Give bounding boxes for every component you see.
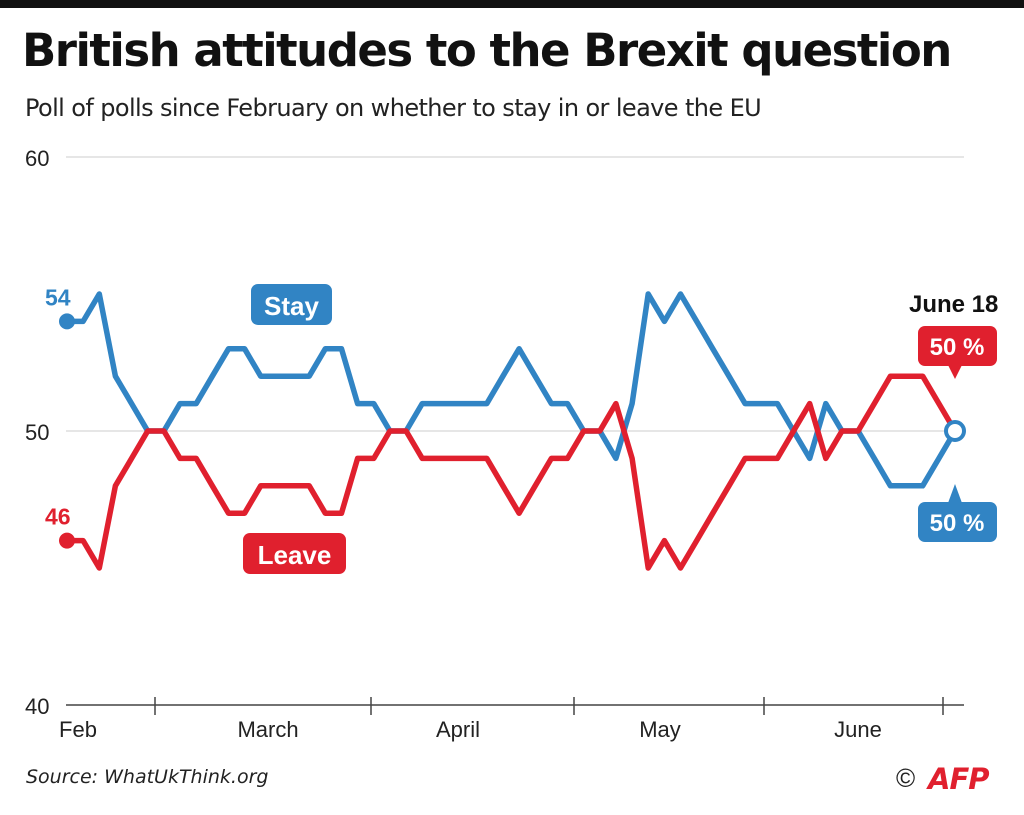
agency-logo: AFP [928, 762, 990, 796]
end-label-leave: 50 % [930, 334, 985, 361]
date-marker: June 18 [909, 291, 998, 318]
legend-stay-box [251, 284, 332, 325]
end-label-leave-box [918, 326, 997, 366]
end-label-stay: 50 % [930, 510, 985, 537]
source-note: Source: WhatUkThink.org [26, 766, 269, 788]
copyright-symbol: © [896, 763, 916, 793]
series-line-leave [64, 373, 958, 571]
x-tick-label: May [639, 717, 681, 742]
legend-leave-box [243, 533, 346, 574]
chart-title: British attitudes to the Brexit question [22, 24, 952, 77]
end-point [944, 420, 966, 442]
start-label-leave: 46 [45, 504, 71, 530]
y-tick-label: 40 [25, 694, 49, 719]
chart-subtitle: Poll of polls since February on whether … [25, 94, 762, 122]
x-tick-label: April [436, 717, 480, 742]
x-tick-label: June [834, 717, 882, 742]
end-label-stay-pointer [948, 484, 962, 503]
top-rule [0, 0, 1024, 8]
start-point-stay [59, 313, 75, 330]
x-tick-label: Feb [59, 717, 97, 742]
legend-leave-text: Leave [258, 540, 332, 570]
x-tick-label: March [237, 717, 298, 742]
start-point-leave [59, 532, 75, 549]
series-line-stay [64, 291, 958, 489]
legend-stay-text: Stay [264, 291, 319, 321]
y-tick-label: 60 [25, 146, 49, 171]
end-label-stay-box [918, 502, 997, 542]
end-label-leave-pointer [948, 365, 962, 379]
start-label-stay: 54 [45, 284, 71, 310]
y-tick-label: 50 [25, 420, 49, 445]
